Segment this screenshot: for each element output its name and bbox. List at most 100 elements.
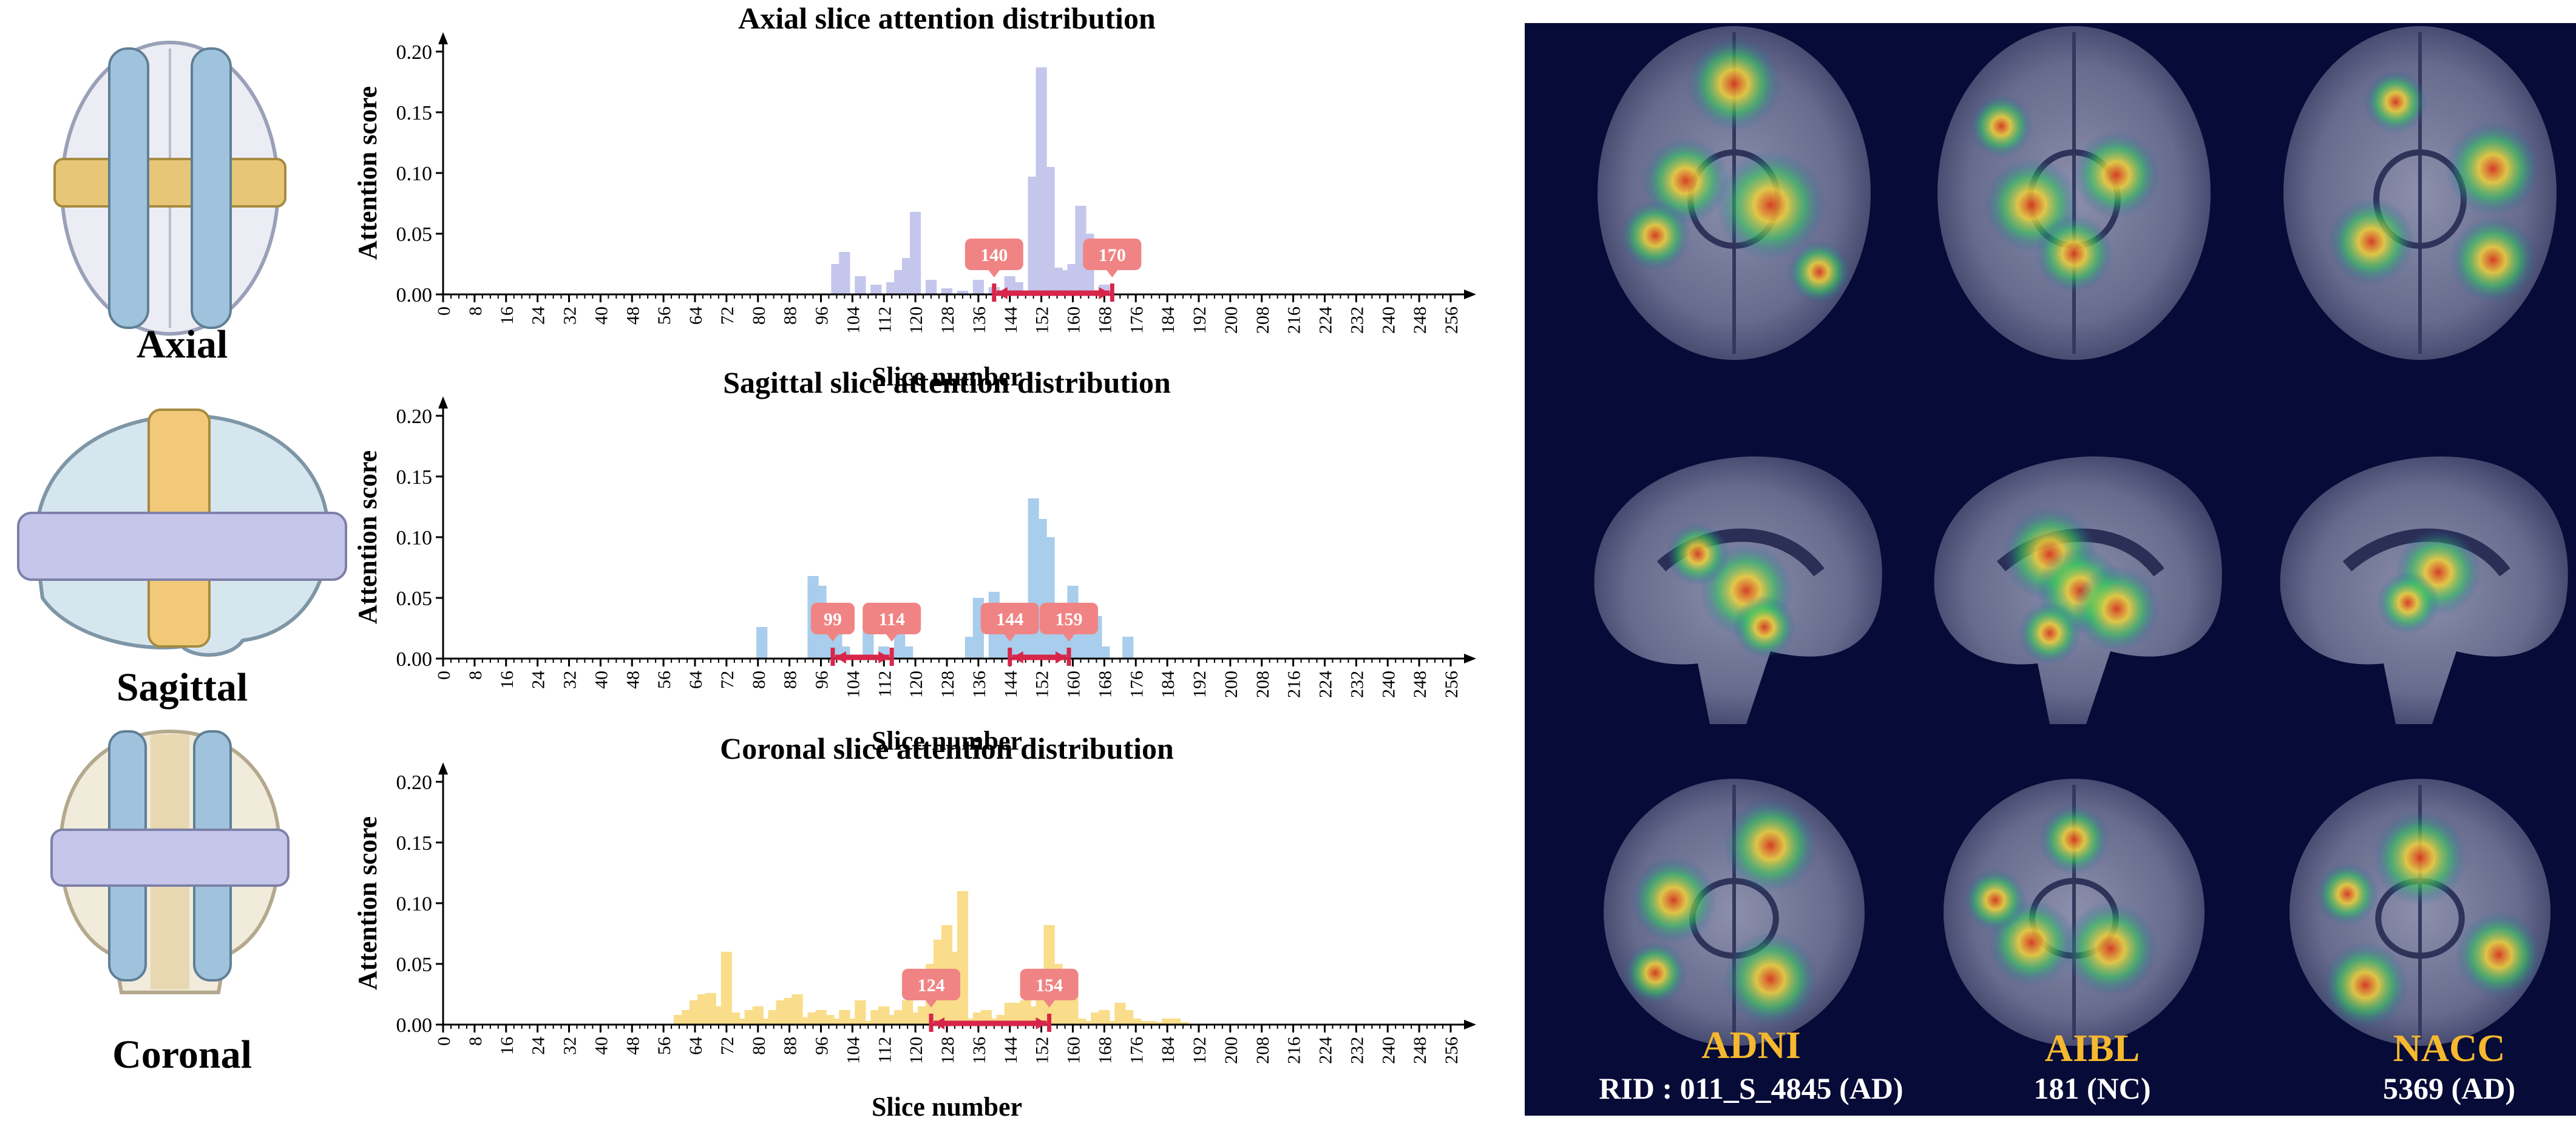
attention-hotspot [1715,150,1826,260]
interval-end-label-pointer [886,634,898,642]
view-label-sagittal: Sagittal [116,665,248,710]
x-tick-label: 24 [529,1037,549,1055]
attention-hotspot [1666,523,1729,586]
y-tick-label: 0.20 [396,405,433,428]
sagittal-chart: Sagittal slice attention distributionSli… [353,365,1476,756]
x-tick-label: 96 [812,307,832,325]
attention-hotspot [2316,863,2379,926]
x-tick-label: 144 [1001,307,1021,334]
y-tick-label: 0.20 [396,41,433,64]
attention-hotspot [2376,571,2439,634]
heatmap-grid [1594,26,2568,1046]
attention-hotspot [1964,869,2027,932]
axial-heatmap-nacc [2283,26,2557,360]
x-tick-label: 80 [749,307,769,325]
x-tick-label: 120 [906,1037,926,1064]
x-tick-label: 80 [749,671,769,689]
dataset-id-aibl: 181 (NC) [2033,1071,2151,1105]
interval-arrow-end [1035,1017,1047,1029]
bar [1075,1019,1086,1025]
y-axis-label: Attention score [353,816,382,990]
sagittal-heatmap-nacc [2280,456,2568,724]
interval-start-label: 144 [996,609,1023,629]
brain-orientation-column: Axial Sagittal Coronal [0,0,364,1129]
x-axis-label: Slice number [872,362,1022,392]
interval-start-label-box [810,603,855,634]
interval-end-label-box [863,603,921,634]
bar [736,1019,748,1025]
x-tick-label: 112 [875,671,895,697]
x-tick-label: 128 [938,671,958,698]
y-tick-label: 0.05 [396,588,433,610]
interval-arrow-end [878,651,890,663]
x-tick-label: 240 [1378,307,1398,334]
x-tick-label: 152 [1032,307,1052,334]
x-tick-label: 160 [1064,307,1084,334]
x-tick-label: 96 [812,671,832,689]
x-tick-label: 144 [1001,671,1021,698]
interval-start-label-pointer [925,1000,938,1008]
heatmap-panel [1525,23,2576,1116]
x-tick-label: 192 [1190,1037,1210,1064]
axial-brain-diagram [53,41,286,336]
x-tick-label: 136 [969,671,989,698]
interval-start-label-pointer [826,634,839,642]
x-tick-label: 224 [1316,671,1336,698]
bar [957,891,969,1025]
x-tick-label: 200 [1221,307,1241,334]
attention-hotspot [2063,901,2158,996]
axial-heatmap-aibl [1937,26,2211,360]
x-tick-label: 96 [812,1037,832,1055]
bar [925,280,937,294]
x-tick-label: 208 [1253,307,1273,334]
x-tick-label: 104 [843,1037,863,1064]
interval-end-label: 170 [1099,245,1126,265]
dataset-id-nacc: 5369 (AD) [2382,1071,2516,1105]
x-tick-label: 176 [1127,307,1147,334]
x-tick-label: 32 [560,1037,580,1055]
sagittal-brain-diagram [17,409,347,657]
attention-hotspot [1788,240,1851,303]
y-axis-label: Attention score [353,450,382,624]
bar [1099,646,1110,659]
attention-charts: Axial slice attention distribution Slice … [353,1,1476,1122]
sagittal-slab-right [191,47,232,329]
coronal-chart: Coronal slice attention distribution Slic… [353,731,1476,1122]
x-tick-label: 152 [1032,1037,1052,1064]
interval-end-label-box [1083,239,1142,270]
chart-title: Sagittal slice attention distribution [723,365,1171,399]
x-tick-label: 216 [1284,307,1304,334]
y-tick-label: 0.10 [396,893,433,915]
x-tick-label: 128 [938,307,958,334]
x-tick-label: 56 [654,307,674,325]
coronal-heatmap-nacc [2290,779,2551,1046]
dataset-name-adni: ADNI [1701,1023,1801,1066]
y-tick-label: 0.15 [396,102,433,124]
x-tick-label: 56 [654,1037,674,1055]
axial-heatmap-adni [1598,26,1871,360]
y-axis-arrow [438,762,448,775]
x-tick-label: 64 [686,1037,706,1055]
x-tick-label: 0 [434,671,454,680]
interval-end-label-box [1040,603,1099,634]
interval-arrow-end [1056,651,1067,663]
x-tick-label: 192 [1190,671,1210,698]
x-tick-label: 8 [466,671,486,680]
interval-arrow-start [835,651,846,663]
x-tick-label: 224 [1316,307,1336,334]
attention-hotspot [2373,810,2467,905]
dataset-name-nacc: NACC [2393,1026,2506,1070]
attention-hotspot [2073,131,2160,219]
x-tick-label: 0 [434,307,454,316]
bar [855,276,866,294]
bar [1107,1021,1118,1025]
bar [1146,1021,1158,1025]
bar [1043,167,1055,294]
interval-start-label-box [902,969,961,1000]
x-tick-label: 88 [781,671,801,689]
x-tick-label: 192 [1190,307,1210,334]
x-axis-label: Slice number [872,1092,1022,1122]
attention-hotspot [1687,36,1781,131]
x-tick-label: 232 [1347,307,1367,334]
x-tick-label: 184 [1158,307,1178,334]
